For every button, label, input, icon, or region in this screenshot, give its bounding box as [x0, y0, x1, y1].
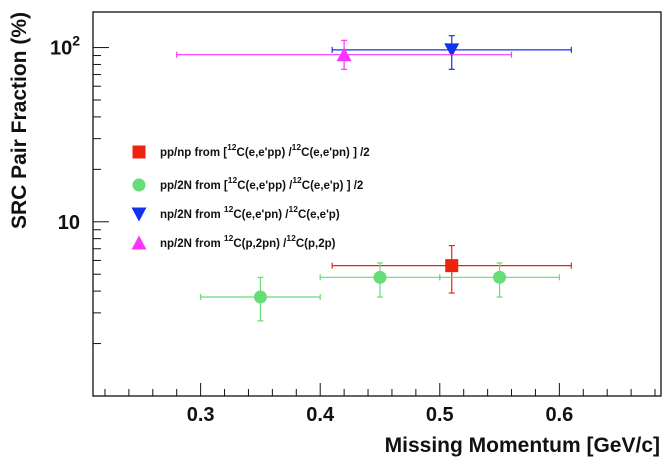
series-triangle-up: [176, 39, 513, 70]
y-axis-title: SRC Pair Fraction (%): [8, 12, 31, 229]
data-markers: [176, 35, 572, 322]
x-tick-label: 0.6: [545, 404, 573, 426]
data-point: [445, 259, 459, 273]
y-axis-ticks: 10 102: [50, 33, 109, 397]
plot-frame: [92, 11, 662, 397]
series-triangle-down: [331, 35, 572, 70]
series-circle: [200, 262, 560, 322]
y-tick-label: 102: [50, 33, 80, 60]
x-tick-label: 0.3: [187, 404, 215, 426]
legend-marker: [131, 235, 147, 250]
legend-label: pp/2N from [12C(e,e'pp) /12C(e,e'p) ] /2: [160, 175, 363, 192]
legend-label: np/2N from 12C(p,2pn) /12C(p,2p): [160, 233, 336, 250]
x-axis-title: Missing Momentum [GeV/c]: [385, 434, 660, 457]
legend-label: np/2N from 12C(e,e'pn) /12C(e,e'p): [160, 204, 340, 221]
series-square: [331, 244, 572, 294]
legend: pp/np from [12C(e,e'pp) /12C(e,e'pn) ] /…: [131, 142, 370, 250]
y-tick-label: 10: [58, 212, 80, 234]
legend-label: pp/np from [12C(e,e'pp) /12C(e,e'pn) ] /…: [160, 142, 370, 159]
data-point: [253, 290, 267, 304]
legend-marker: [132, 178, 146, 192]
data-point: [444, 43, 460, 58]
x-tick-label: 0.5: [426, 404, 454, 426]
data-point: [493, 270, 507, 284]
legend-marker: [131, 207, 147, 222]
data-point: [373, 270, 387, 284]
legend-marker: [132, 145, 146, 159]
x-tick-label: 0.4: [306, 404, 335, 426]
x-axis-ticks: 0.3 0.4 0.5 0.6: [104, 383, 656, 426]
data-point: [336, 47, 352, 62]
